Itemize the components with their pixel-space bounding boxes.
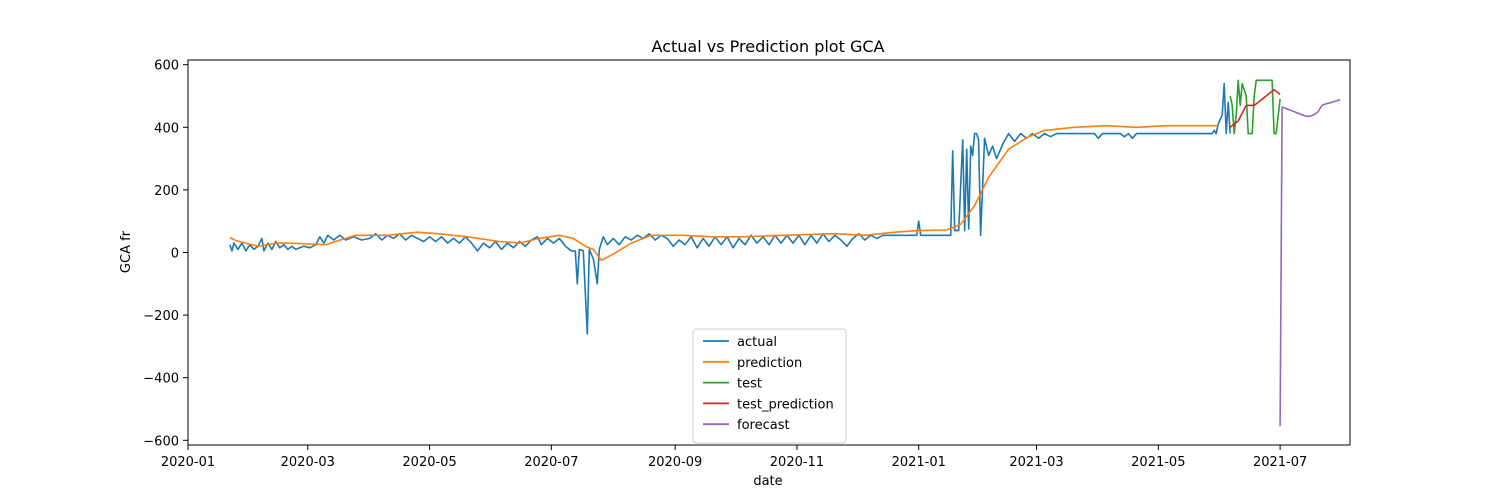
y-tick-label: 200 [154,184,179,199]
series-line-actual [229,82,1231,335]
y-tick-label: 0 [171,247,179,262]
y-tick-label: −600 [143,434,179,449]
y-tick-label: 400 [154,121,179,136]
series-line-test-prediction [1229,88,1281,128]
x-tick-label: 2020-01 [161,455,215,470]
series-line-forecast [1279,99,1341,427]
plot-area [187,59,1351,446]
legend-label-forecast: forecast [737,418,790,433]
x-tick-label: 2020-11 [770,455,824,470]
series-line-test [1229,79,1281,135]
legend: actual prediction test test_predictionforec… [692,328,847,444]
x-axis-label: date [753,474,782,489]
y-tick-label: −200 [143,309,179,324]
y-tick-label: −400 [143,372,179,387]
x-tick-label: 2020-09 [648,455,702,470]
x-tick-label: 2021-03 [1009,455,1063,470]
x-tick-label: 2021-01 [892,455,946,470]
legend-label-test: test [737,377,762,392]
chart-title: Actual vs Prediction plot GCA [652,37,885,56]
legend-label-actual: actual [737,335,777,350]
x-axis: 2020-01 2020-03 2020-05 2020-07 2020-09 2020-… [161,445,1307,470]
x-tick-label: 2021-05 [1131,455,1185,470]
y-axis-label: GCA fr [119,230,134,273]
y-tick-label: 600 [154,59,179,74]
x-tick-label: 2020-07 [524,455,578,470]
legend-box [692,328,847,444]
y-axis: −600 −400 −200 0 200 400 600 [143,59,188,449]
x-tick-label: 2020-03 [281,455,335,470]
x-tick-label: 2020-05 [402,455,456,470]
series-line-prediction [229,124,1219,262]
x-tick-label: 2021-07 [1253,455,1307,470]
legend-label-prediction: prediction [737,356,802,371]
legend-label-test-prediction: test_prediction [737,397,834,412]
